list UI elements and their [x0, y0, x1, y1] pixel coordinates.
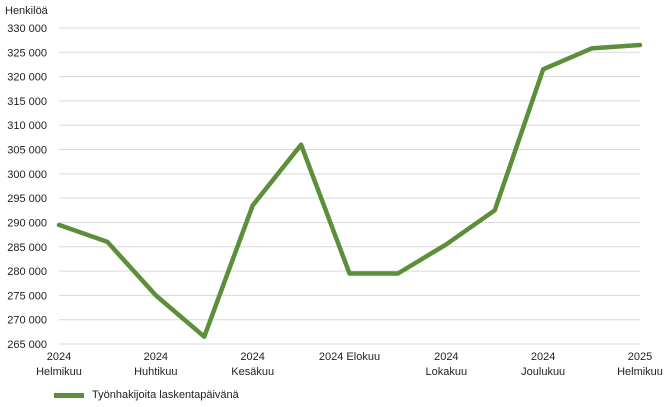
x-tick-label: 2024: [240, 351, 264, 363]
y-tick-label: 320 000: [7, 72, 47, 84]
x-tick-label: Kesäkuu: [231, 366, 274, 378]
legend: Työnhakijoita laskentapäivänä: [54, 386, 239, 404]
series-line: [59, 45, 640, 337]
y-tick-label: 330 000: [7, 23, 47, 35]
x-tick-label: 2024 Elokuu: [319, 351, 380, 363]
y-tick-label: 270 000: [7, 315, 47, 327]
x-tick-label: Helmikuu: [617, 366, 663, 378]
x-tick-label: Lokakuu: [426, 366, 468, 378]
y-tick-label: 325 000: [7, 47, 47, 59]
x-tick-label: 2025: [628, 351, 652, 363]
x-tick-label: 2024: [144, 351, 168, 363]
y-tick-label: 315 000: [7, 96, 47, 108]
x-tick-label: Joulukuu: [521, 366, 565, 378]
line-chart: Henkilöä 265 000 270 000 275 000 280 000 285 …: [0, 0, 664, 385]
y-tick-label: 290 000: [7, 217, 47, 229]
y-tick-label: 300 000: [7, 169, 47, 181]
y-tick-label: 265 000: [7, 339, 47, 351]
y-tick-label: 310 000: [7, 120, 47, 132]
x-tick-label: Huhtikuu: [134, 366, 177, 378]
legend-label: Työnhakijoita laskentapäivänä: [92, 389, 239, 401]
y-tick-label: 280 000: [7, 266, 47, 278]
x-tick-label: Helmikuu: [36, 366, 82, 378]
x-tick-label: 2024: [434, 351, 458, 363]
y-axis-label: Henkilöä: [5, 5, 49, 17]
y-tick-label: 305 000: [7, 145, 47, 157]
x-tick-label: 2024: [47, 351, 71, 363]
legend-swatch: [54, 393, 84, 398]
y-tick-label: 295 000: [7, 193, 47, 205]
y-tick-label: 285 000: [7, 242, 47, 254]
y-tick-label: 275 000: [7, 290, 47, 302]
x-tick-label: 2024: [531, 351, 555, 363]
